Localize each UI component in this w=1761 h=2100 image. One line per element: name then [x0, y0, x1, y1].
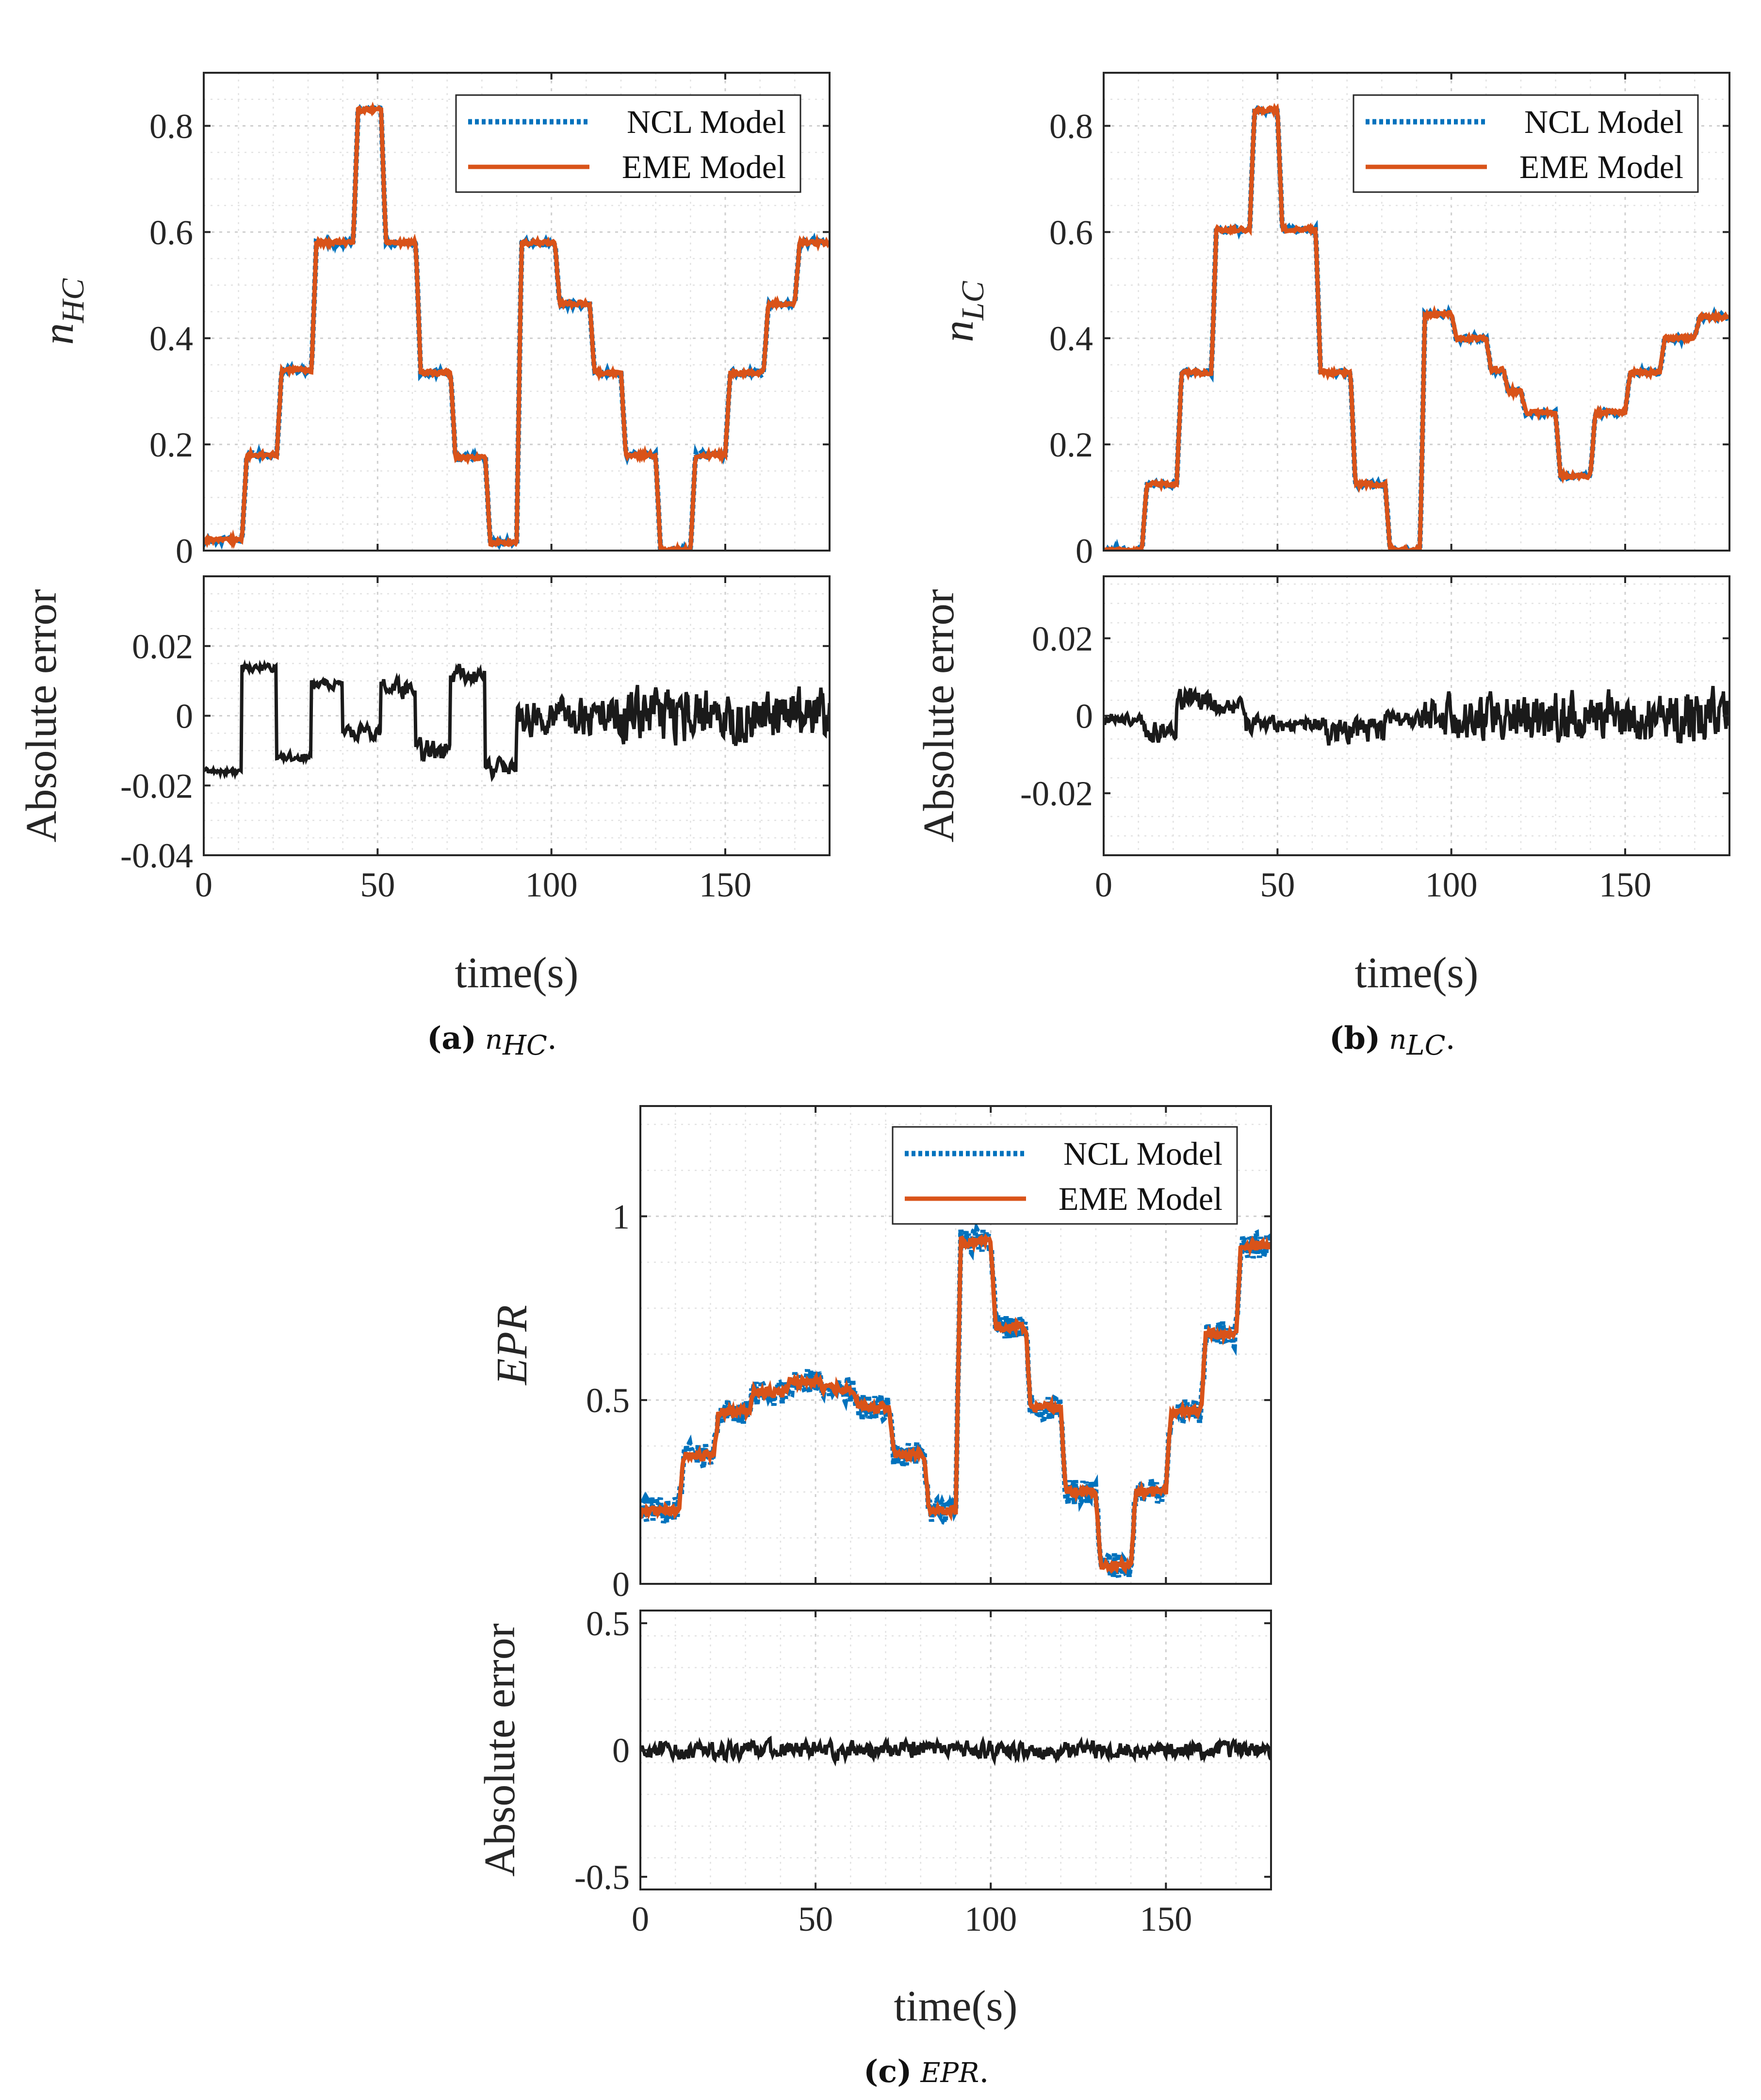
y-tick-label: 0.02: [1032, 619, 1093, 658]
y-label-main: n: [34, 323, 82, 345]
y-label-main: n: [934, 320, 982, 342]
caption-b: (b) nLC.: [1329, 1020, 1455, 1061]
x-tick-label: 150: [1599, 865, 1651, 904]
x-tick-label: 50: [1260, 865, 1295, 904]
caption-period: .: [979, 2054, 989, 2090]
bottom-y-axis-label: Absolute error: [915, 589, 963, 842]
y-tick-label: 0.5: [586, 1604, 630, 1643]
top-axes-frame: [639, 1105, 1272, 1585]
y-tick-label: 0.5: [586, 1381, 630, 1420]
x-axis-label: time(s): [455, 949, 579, 997]
x-tick-label: 50: [360, 865, 395, 904]
legend-ncl-label: NCL Model: [1063, 1135, 1223, 1172]
y-tick-label: 0.02: [132, 627, 193, 666]
x-tick-label: 150: [699, 865, 751, 904]
x-axis-label: time(s): [1355, 949, 1479, 997]
caption-c: (c) EPR.: [864, 2053, 989, 2090]
caption-label: (b): [1329, 1020, 1380, 1057]
caption-label: (a): [427, 1020, 476, 1057]
legend-box: [455, 94, 801, 193]
x-tick-label: 100: [1425, 865, 1478, 904]
error-plot-a: 0 50 100 150 -0.04 -0.02 0 0.02 Absolute error ti…: [17, 575, 831, 997]
caption-period: .: [1445, 1021, 1455, 1057]
caption-label: (c): [864, 2053, 912, 2090]
legend-ncl-label: NCL Model: [1524, 103, 1683, 140]
top-y-axis-label: nHC: [34, 278, 91, 345]
caption-a: (a) nHC.: [427, 1020, 557, 1061]
series-eme-model-line: [640, 1233, 1271, 1575]
bottom-y-axis-label: Absolute error: [476, 1623, 524, 1876]
absolute-error-line: [640, 1735, 1271, 1767]
series-ncl-model-line: [640, 1221, 1271, 1584]
y-tick-label: -0.02: [1020, 774, 1093, 813]
x-tick-label: 150: [1140, 1900, 1192, 1938]
x-tick-label: 0: [1095, 865, 1112, 904]
error-plot-b: 0 50 100 150 -0.02 0 0.02 Absolute error time(s): [915, 575, 1730, 997]
absolute-error-line: [204, 659, 830, 782]
caption-variable: n: [1389, 1024, 1406, 1056]
x-tick-label: 0: [632, 1900, 649, 1938]
y-tick-label: 0.2: [149, 425, 193, 464]
legend: NCL Model EME Model: [455, 94, 801, 193]
x-tick-label: 50: [798, 1900, 833, 1938]
y-tick-label: -0.02: [120, 766, 193, 805]
y-tick-label: 0.6: [1049, 213, 1093, 252]
y-tick-label: 0: [612, 1731, 630, 1770]
y-tick-label: 0.4: [149, 319, 193, 358]
x-tick-label: 100: [525, 865, 578, 904]
absolute-error-line: [1104, 685, 1729, 746]
caption-variable: n: [485, 1024, 503, 1056]
x-tick-label: 0: [195, 865, 212, 904]
caption-variable-subscript: LC: [1406, 1030, 1445, 1061]
legend-eme-label: EME Model: [1059, 1180, 1223, 1217]
caption-variable-subscript: HC: [502, 1030, 547, 1061]
legend-ncl-label: NCL Model: [627, 103, 786, 140]
top-y-axis-label: nLC: [934, 281, 991, 342]
y-tick-label: 0: [1076, 532, 1093, 570]
legend-box: [892, 1126, 1238, 1225]
bottom-y-axis-label: Absolute error: [17, 589, 65, 842]
y-tick-label: 0.2: [1049, 425, 1093, 464]
legend: NCL Model EME Model: [1353, 94, 1699, 193]
y-tick-label: -0.04: [120, 836, 193, 875]
y-tick-label: 0: [176, 532, 193, 570]
y-label-subscript: HC: [55, 278, 91, 324]
legend-box: [1353, 94, 1699, 193]
y-tick-label: 0: [612, 1565, 630, 1604]
y-tick-label: 1: [612, 1197, 630, 1236]
y-tick-label: 0.6: [149, 213, 193, 252]
top-plot-b: 0 0.2 0.4 0.6 0.8 NCL Model EME Model nLC: [934, 72, 1730, 570]
y-label-subscript: LC: [955, 281, 991, 321]
top-y-axis-label: EPR: [488, 1305, 536, 1386]
y-tick-label: 0.8: [1049, 107, 1093, 146]
y-tick-label: 0: [1076, 697, 1093, 736]
legend-eme-label: EME Model: [622, 148, 786, 185]
caption-period: .: [547, 1021, 557, 1057]
x-tick-label: 100: [964, 1900, 1017, 1938]
legend-eme-label: EME Model: [1519, 148, 1683, 185]
top-plot-a: 0 0.2 0.4 0.6 0.8 NCL Model EME Model nHC: [34, 72, 831, 570]
caption-variable: EPR: [920, 2057, 979, 2089]
top-plot-c: 0 0.5 1 NCL Model EME Model EPR: [488, 1105, 1272, 1604]
y-tick-label: 0.8: [149, 107, 193, 146]
series-eme-model-line: [204, 101, 830, 551]
legend: NCL Model EME Model: [892, 1126, 1238, 1225]
x-axis-label: time(s): [894, 1982, 1018, 2030]
y-tick-label: 0: [176, 697, 193, 736]
y-tick-label: -0.5: [574, 1858, 630, 1897]
top-axes-frame: [203, 72, 831, 552]
y-tick-label: 0.4: [1049, 319, 1093, 358]
top-axes-frame: [1103, 72, 1730, 552]
